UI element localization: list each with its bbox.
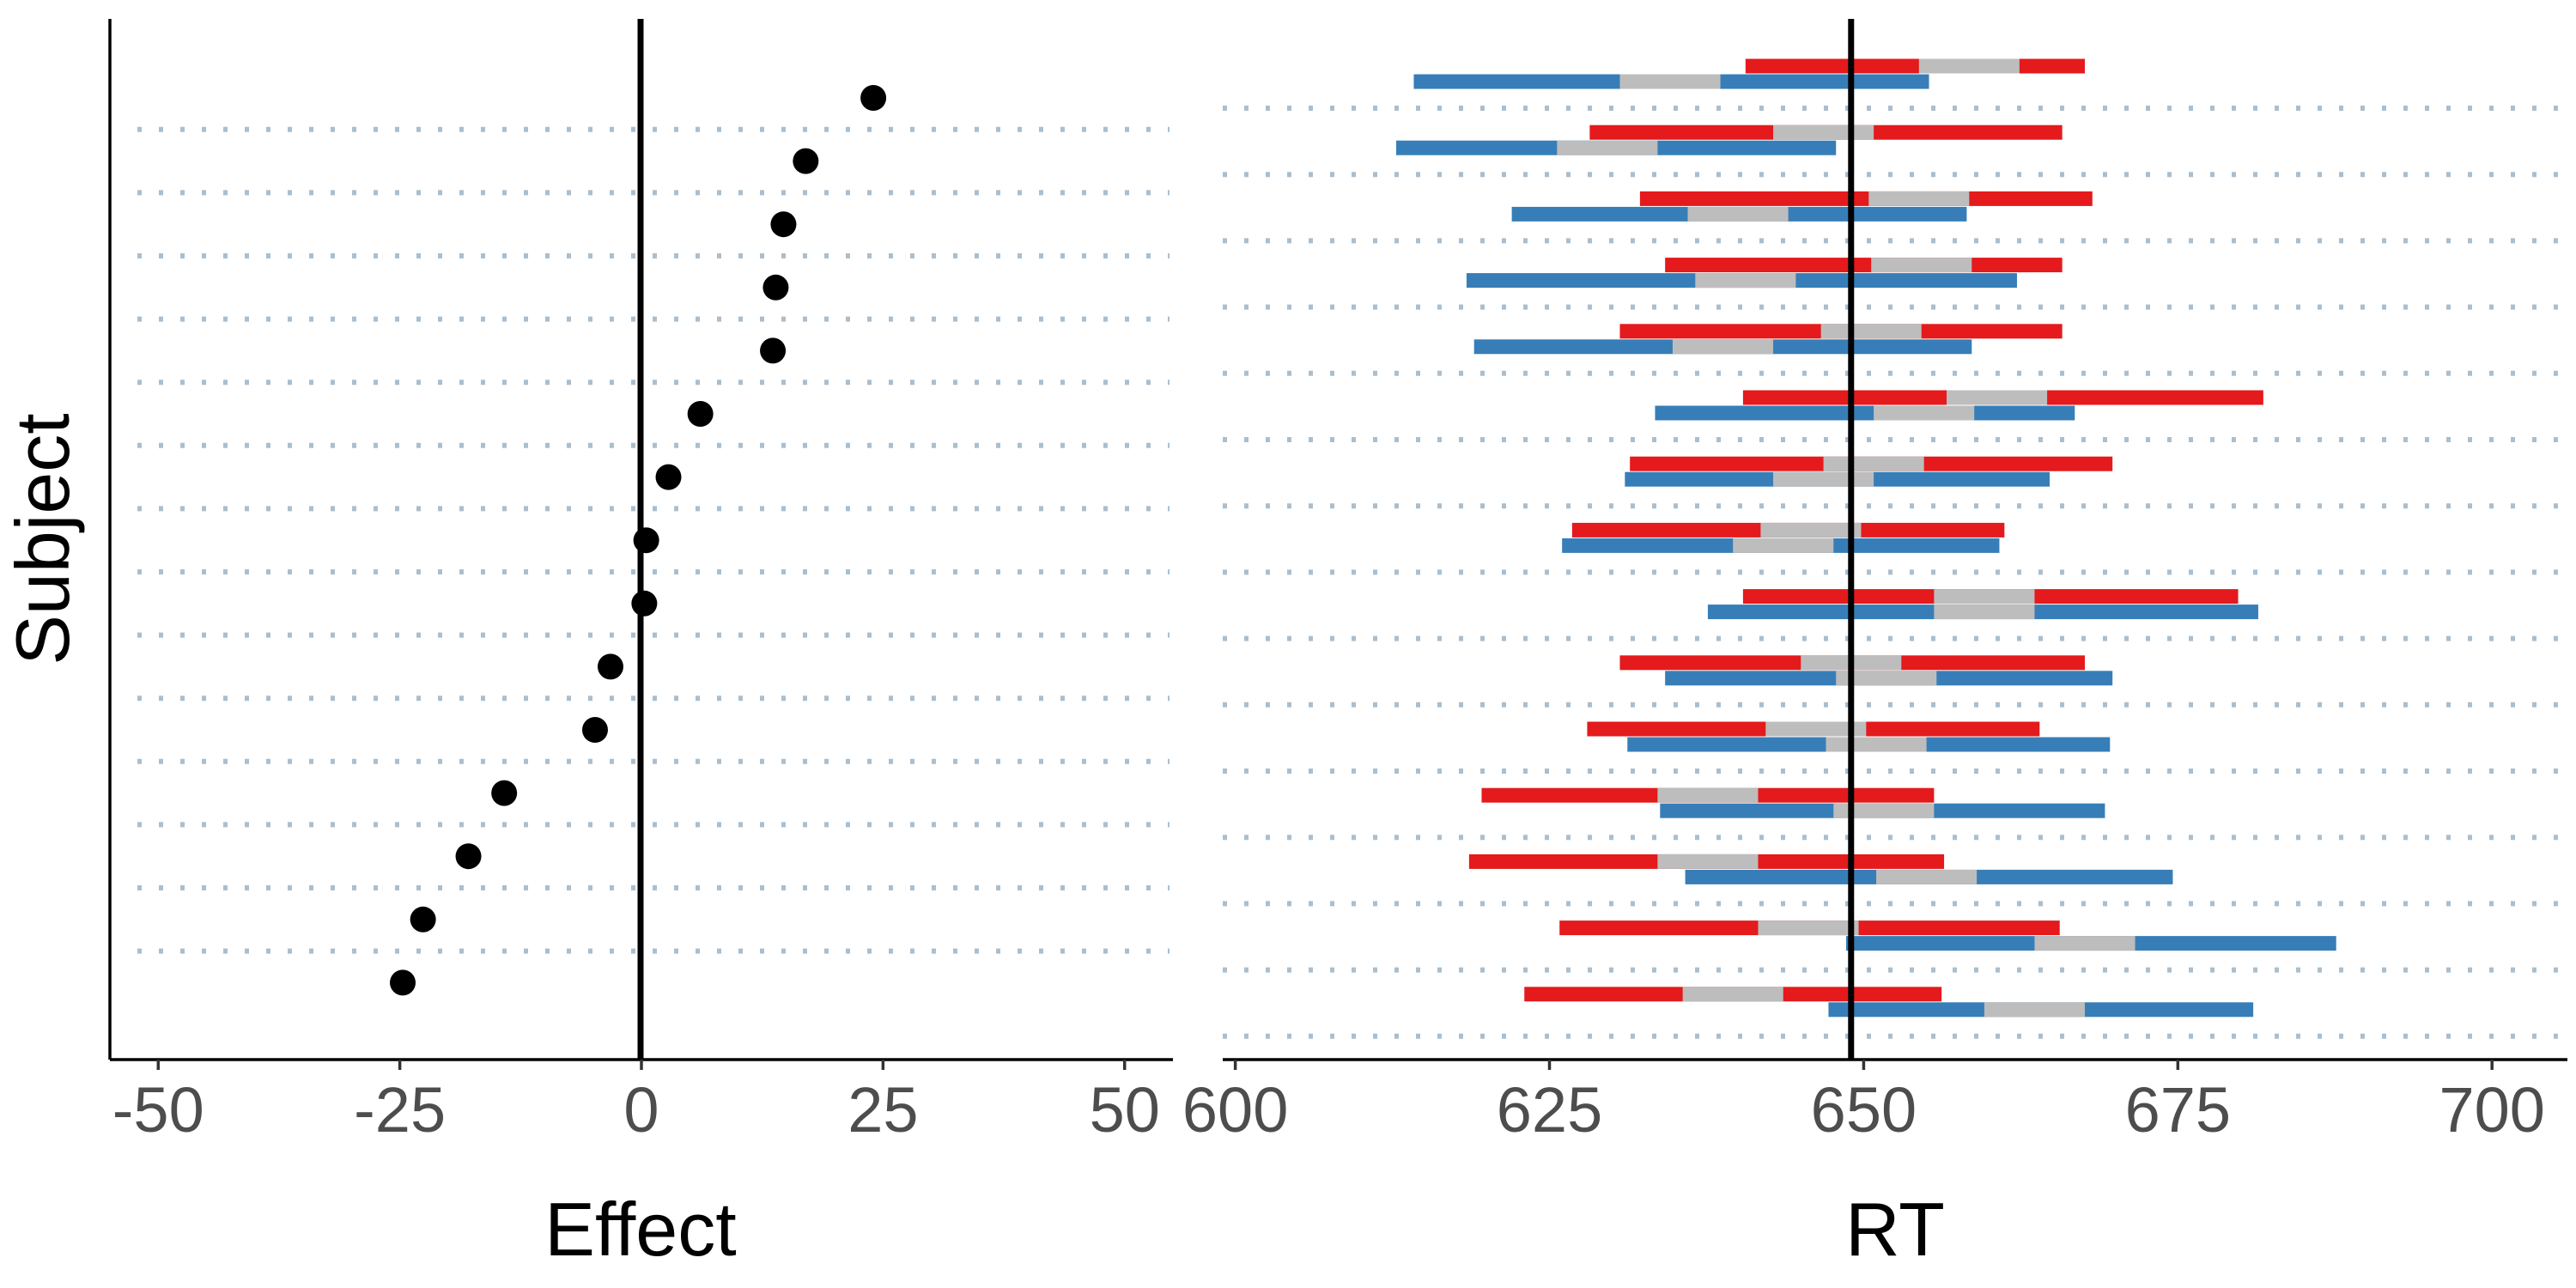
effect-point	[760, 337, 787, 364]
condition-b-center-segment	[1836, 671, 1937, 686]
effect-tick-label: -25	[354, 1074, 446, 1145]
effect-y-axis-title: Subject	[0, 413, 85, 665]
condition-a-center-segment	[1682, 987, 1783, 1002]
rt-gridlines	[1223, 106, 2562, 1039]
effect-point	[410, 906, 436, 933]
effect-point	[631, 590, 658, 617]
condition-b-center-segment	[1619, 74, 1721, 89]
effect-gridlines	[137, 126, 1170, 954]
effect-point	[793, 148, 819, 174]
effect-points	[390, 85, 887, 996]
condition-a-center-segment	[1934, 589, 2035, 605]
rt-tick-label: 700	[2439, 1074, 2544, 1145]
effect-point	[687, 401, 714, 427]
rt-bars	[1395, 58, 2336, 1018]
condition-b-range-bar	[1655, 405, 2075, 421]
effect-point	[762, 274, 789, 301]
effect-point	[455, 843, 482, 870]
effect-tick-label: 50	[1090, 1074, 1160, 1145]
condition-b-center-segment	[1984, 1002, 2085, 1018]
effect-tick-label: 0	[623, 1074, 659, 1145]
effect-point	[860, 85, 887, 111]
condition-b-center-segment	[1773, 471, 1874, 487]
rt-tick-label: 675	[2125, 1074, 2231, 1145]
condition-a-center-segment	[1758, 920, 1859, 936]
effect-point	[655, 464, 682, 490]
condition-a-range-bar	[1665, 258, 2063, 273]
rt-tick-label: 650	[1811, 1074, 1917, 1145]
effect-point	[581, 717, 608, 743]
condition-b-center-segment	[1687, 206, 1789, 222]
condition-b-center-segment	[1826, 737, 1927, 752]
effect-point	[491, 780, 518, 806]
condition-a-center-segment	[1947, 390, 2048, 405]
condition-b-center-segment	[2034, 936, 2136, 951]
condition-a-center-segment	[1657, 787, 1759, 803]
condition-b-center-segment	[1833, 803, 1935, 818]
effect-point	[390, 969, 416, 996]
rt-tick-label: 600	[1182, 1074, 1288, 1145]
condition-b-center-segment	[1876, 869, 1978, 884]
condition-a-center-segment	[1868, 191, 1970, 206]
condition-b-center-segment	[1672, 339, 1774, 355]
condition-a-center-segment	[1823, 456, 1924, 471]
condition-b-center-segment	[1557, 140, 1658, 155]
effect-tick-label: -50	[112, 1074, 204, 1145]
condition-a-center-segment	[1871, 258, 1972, 273]
condition-a-center-segment	[1918, 58, 2020, 74]
condition-a-center-segment	[1765, 721, 1867, 737]
effect-panel: -50 -25 0 25 50 Effect Subject	[0, 19, 1173, 1272]
condition-a-center-segment	[1760, 522, 1862, 538]
condition-b-center-segment	[1733, 538, 1834, 553]
condition-b-center-segment	[1934, 605, 2035, 620]
condition-a-range-bar	[1745, 58, 2085, 74]
effect-x-ticks: -50 -25 0 25 50	[112, 1060, 1160, 1145]
effect-tick-label: 25	[848, 1074, 918, 1145]
rt-tick-label: 625	[1497, 1074, 1602, 1145]
condition-a-center-segment	[1773, 125, 1874, 140]
effect-point	[633, 527, 659, 554]
condition-b-center-segment	[1695, 273, 1796, 289]
rt-panel: 600 625 650 675 700 RT	[1182, 19, 2567, 1272]
condition-a-center-segment	[1820, 324, 1922, 339]
condition-a-range-bar	[1639, 191, 2093, 206]
effect-x-axis-title: Effect	[544, 1187, 736, 1272]
effect-point	[597, 653, 623, 680]
rt-x-ticks: 600 625 650 675 700	[1182, 1060, 2545, 1145]
rt-x-axis-title: RT	[1845, 1187, 1945, 1272]
effect-point	[770, 211, 797, 238]
condition-b-center-segment	[1874, 405, 1975, 421]
condition-a-center-segment	[1657, 854, 1759, 869]
